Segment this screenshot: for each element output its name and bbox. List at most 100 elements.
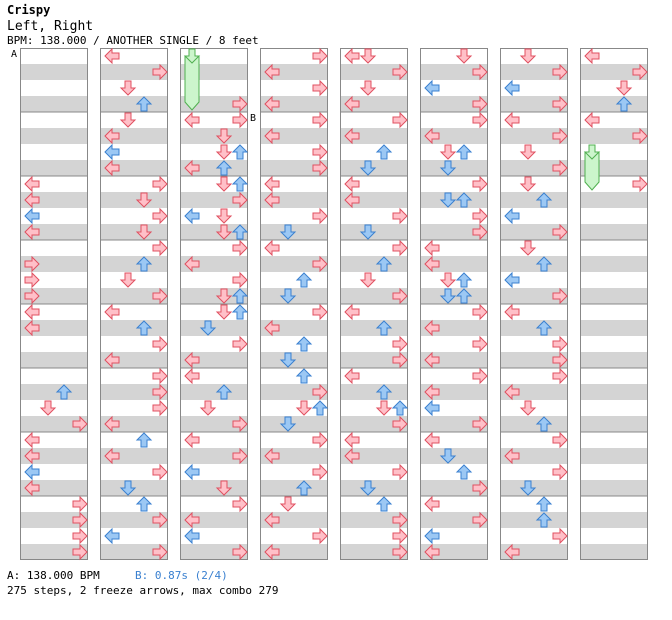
down-arrow-icon <box>119 480 137 496</box>
left-arrow-icon <box>104 47 120 65</box>
right-arrow-icon <box>552 127 568 145</box>
up-arrow-icon <box>535 496 553 512</box>
marker-a: A <box>11 49 17 60</box>
down-arrow-icon <box>279 224 297 240</box>
up-arrow-icon <box>215 384 233 400</box>
up-arrow-icon <box>535 192 553 208</box>
down-arrow-icon <box>279 416 297 432</box>
right-arrow-icon <box>552 351 568 369</box>
song-artist: Left, Right <box>7 19 94 34</box>
down-arrow-icon <box>135 192 153 208</box>
right-arrow-icon <box>472 367 488 385</box>
down-arrow-icon <box>119 112 137 128</box>
up-arrow-icon <box>535 512 553 528</box>
left-arrow-icon <box>504 207 520 225</box>
left-arrow-icon <box>24 463 40 481</box>
right-arrow-icon <box>232 239 248 257</box>
right-arrow-icon <box>632 63 648 81</box>
right-arrow-icon <box>392 527 408 545</box>
right-arrow-icon <box>72 527 88 545</box>
right-arrow-icon <box>632 127 648 145</box>
right-arrow-icon <box>312 463 328 481</box>
right-arrow-icon <box>312 527 328 545</box>
left-arrow-icon <box>344 447 360 465</box>
left-arrow-icon <box>184 431 200 449</box>
down-arrow-icon <box>375 400 393 416</box>
down-arrow-icon <box>199 320 217 336</box>
up-arrow-icon <box>535 256 553 272</box>
up-arrow-icon <box>295 480 313 496</box>
down-arrow-icon <box>279 352 297 368</box>
right-arrow-icon <box>552 431 568 449</box>
left-arrow-icon <box>344 303 360 321</box>
down-arrow-icon <box>119 80 137 96</box>
right-arrow-icon <box>392 239 408 257</box>
down-arrow-icon <box>135 224 153 240</box>
right-arrow-icon <box>392 543 408 561</box>
up-arrow-icon <box>535 416 553 432</box>
left-arrow-icon <box>264 511 280 529</box>
right-arrow-icon <box>152 543 168 561</box>
down-arrow-icon <box>279 288 297 304</box>
left-arrow-icon <box>424 527 440 545</box>
right-arrow-icon <box>72 511 88 529</box>
left-arrow-icon <box>264 63 280 81</box>
right-arrow-icon <box>232 447 248 465</box>
left-arrow-icon <box>424 127 440 145</box>
right-arrow-icon <box>312 255 328 273</box>
right-arrow-icon <box>312 143 328 161</box>
up-arrow-icon <box>231 288 249 304</box>
left-arrow-icon <box>424 79 440 97</box>
right-arrow-icon <box>392 287 408 305</box>
up-arrow-icon <box>375 320 393 336</box>
right-arrow-icon <box>232 415 248 433</box>
right-arrow-icon <box>392 463 408 481</box>
right-arrow-icon <box>312 207 328 225</box>
left-arrow-icon <box>24 479 40 497</box>
up-arrow-icon <box>455 192 473 208</box>
left-arrow-icon <box>104 127 120 145</box>
up-arrow-icon <box>375 384 393 400</box>
up-arrow-icon <box>455 464 473 480</box>
left-arrow-icon <box>24 175 40 193</box>
left-arrow-icon <box>344 47 360 65</box>
down-arrow-icon <box>519 400 537 416</box>
right-arrow-icon <box>232 543 248 561</box>
footer-stop: B: 0.87s (2/4) <box>135 569 228 582</box>
right-arrow-icon <box>552 287 568 305</box>
right-arrow-icon <box>232 111 248 129</box>
up-arrow-icon <box>55 384 73 400</box>
left-arrow-icon <box>344 191 360 209</box>
footer-stats: 275 steps, 2 freeze arrows, max combo 27… <box>7 584 279 597</box>
right-arrow-icon <box>232 191 248 209</box>
up-arrow-icon <box>231 304 249 320</box>
left-arrow-icon <box>344 95 360 113</box>
right-arrow-icon <box>312 159 328 177</box>
down-arrow-icon <box>455 48 473 64</box>
down-arrow-icon <box>359 272 377 288</box>
left-arrow-icon <box>344 127 360 145</box>
right-arrow-icon <box>312 431 328 449</box>
right-arrow-icon <box>552 527 568 545</box>
left-arrow-icon <box>104 447 120 465</box>
left-arrow-icon <box>584 47 600 65</box>
up-arrow-icon <box>375 496 393 512</box>
left-arrow-icon <box>24 319 40 337</box>
down-arrow-icon <box>119 272 137 288</box>
down-arrow-icon <box>215 304 233 320</box>
down-arrow-icon <box>359 224 377 240</box>
left-arrow-icon <box>24 207 40 225</box>
left-arrow-icon <box>264 191 280 209</box>
down-arrow-icon <box>215 208 233 224</box>
right-arrow-icon <box>152 399 168 417</box>
left-arrow-icon <box>104 351 120 369</box>
right-arrow-icon <box>152 335 168 353</box>
left-arrow-icon <box>24 447 40 465</box>
up-arrow-icon <box>295 272 313 288</box>
right-arrow-icon <box>152 511 168 529</box>
up-arrow-icon <box>135 432 153 448</box>
right-arrow-icon <box>392 111 408 129</box>
left-arrow-icon <box>184 463 200 481</box>
right-arrow-icon <box>312 47 328 65</box>
left-arrow-icon <box>184 111 200 129</box>
